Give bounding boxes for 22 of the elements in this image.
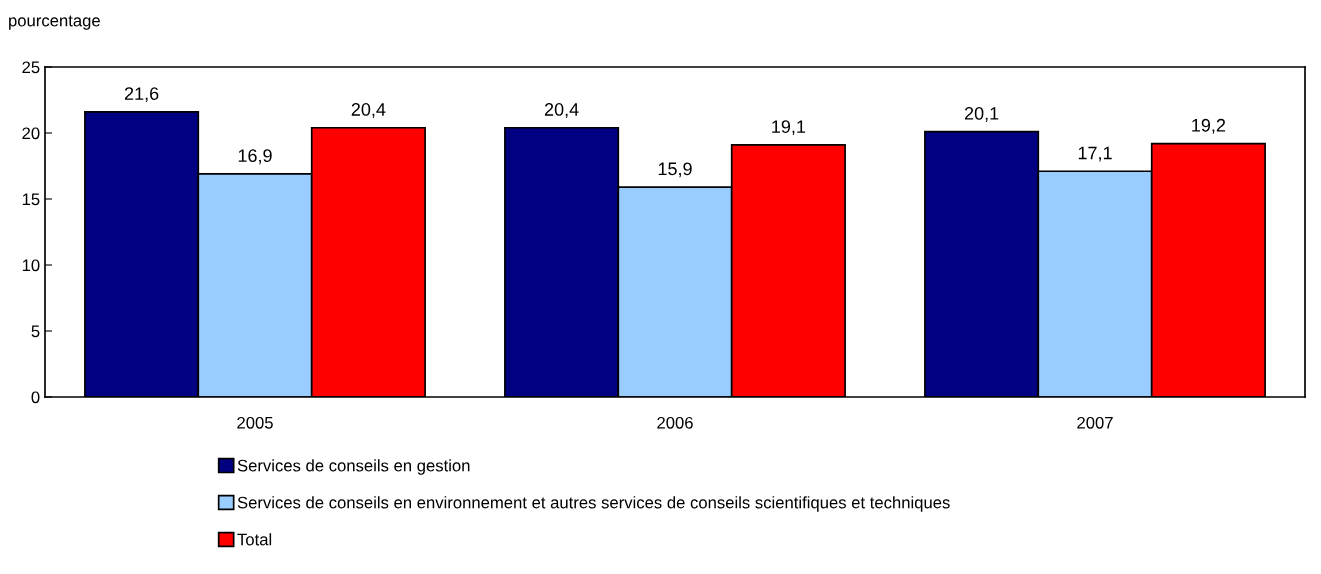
legend-label: Total bbox=[237, 533, 272, 546]
data-label: 20,4 bbox=[544, 103, 579, 118]
x-tick-label: 2006 bbox=[657, 416, 693, 429]
data-label: 17,1 bbox=[1078, 146, 1112, 162]
data-label: 19,1 bbox=[772, 120, 806, 136]
legend-label: Services de conseils en gestion bbox=[237, 459, 470, 475]
data-label: 16,9 bbox=[238, 149, 272, 165]
y-tick-label: 10 bbox=[22, 259, 40, 272]
data-label: 19,2 bbox=[1192, 118, 1226, 134]
x-tick-label: 2007 bbox=[1077, 416, 1113, 429]
data-label: 21,6 bbox=[124, 87, 159, 103]
y-tick-label: 20 bbox=[22, 127, 40, 140]
x-tick-label: 2005 bbox=[237, 416, 273, 429]
data-label: 15,9 bbox=[658, 162, 692, 178]
y-tick-label: 25 bbox=[22, 61, 40, 74]
data-label: 20,4 bbox=[351, 103, 386, 118]
data-label: 20,1 bbox=[964, 106, 999, 122]
legend-label: Services de conseils en environnement et autres services de conseils scientifiques et techniques bbox=[237, 496, 950, 512]
y-tick-label: 5 bbox=[31, 325, 40, 338]
y-tick-label: 15 bbox=[22, 193, 40, 206]
y-tick-label: 0 bbox=[31, 391, 40, 404]
y-axis-title: pourcentage bbox=[9, 15, 100, 30]
